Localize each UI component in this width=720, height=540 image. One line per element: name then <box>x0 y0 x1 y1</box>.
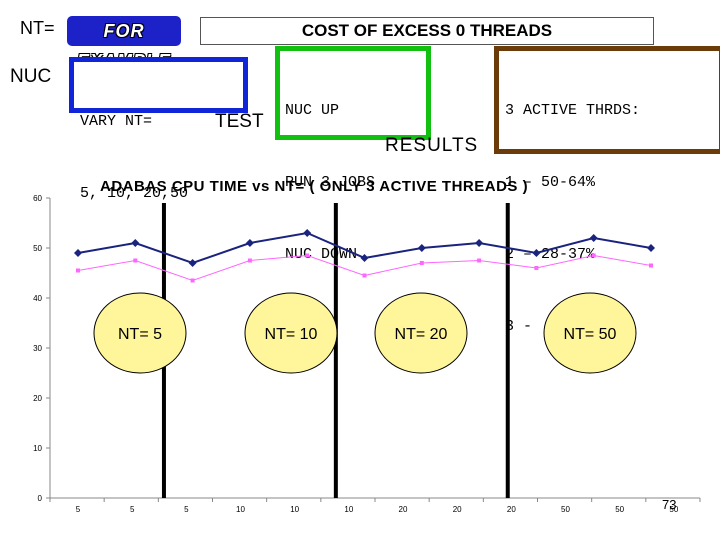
nt-bubble <box>543 292 637 374</box>
chart-title: ADABAS CPU TIME vs NT= ( ONLY 3 ACTIVE T… <box>100 178 529 195</box>
nuc-line: VARY NT= <box>80 113 153 130</box>
x-tick-label: 5 <box>184 505 189 514</box>
series-1-point <box>188 259 197 267</box>
nt-bubble-label: NT= 5 <box>118 326 162 343</box>
series-2-point <box>534 266 539 270</box>
series-1-point <box>360 254 369 262</box>
series-1-point <box>475 239 484 247</box>
results-label: RESULTS <box>385 135 479 156</box>
y-tick-label: 60 <box>33 194 42 203</box>
series-2-point <box>362 273 367 278</box>
test-label: TEST <box>215 111 264 132</box>
series-1-point <box>245 239 254 247</box>
test-line: NUC UP <box>285 102 340 119</box>
x-tick-label: 50 <box>615 505 624 514</box>
nuc-label: NUC <box>10 66 52 87</box>
results-line: 3 ACTIVE THRDS: <box>505 102 641 119</box>
series-2-point <box>133 258 138 263</box>
x-tick-label: 10 <box>236 505 245 514</box>
test-box: NUC UP RUN 3 JOBS NUC DOWN <box>275 46 431 263</box>
x-tick-label: 5 <box>76 505 81 514</box>
y-tick-label: 50 <box>33 244 42 253</box>
x-tick-label: 20 <box>507 505 516 514</box>
x-tick-label: 10 <box>290 505 299 514</box>
series-1-point <box>303 229 312 237</box>
series-1-point <box>532 249 541 257</box>
series-2-point <box>649 263 653 268</box>
x-tick-label: 50 <box>561 505 570 514</box>
x-tick-label: 20 <box>453 505 462 514</box>
nt-bubble <box>244 292 338 374</box>
page-number: 73 <box>662 497 677 512</box>
test-line: RUN 3 JOBS <box>285 174 376 191</box>
x-tick-label: 50 <box>669 505 678 514</box>
series-1-point <box>74 249 82 257</box>
nuc-box: VARY NT= 5, 10, 20,50 <box>69 57 248 202</box>
series-1-point <box>589 234 598 242</box>
series-2-point <box>305 253 310 258</box>
x-tick-label: 10 <box>344 505 353 514</box>
nuc-line: 5, 10, 20,50 <box>80 185 189 202</box>
nt-bubble <box>93 292 187 374</box>
page-title: COST OF EXCESS 0 THREADS <box>200 17 654 45</box>
y-tick-label: 0 <box>38 494 43 503</box>
y-tick-label: 10 <box>33 444 42 453</box>
series-2-point <box>591 253 596 258</box>
y-tick-label: 20 <box>33 394 42 403</box>
x-tick-label: 5 <box>130 505 135 514</box>
x-tick-label: 20 <box>399 505 408 514</box>
nt-bubble-label: NT= 10 <box>265 326 318 343</box>
y-tick-label: 30 <box>33 344 42 353</box>
series-1-point <box>647 244 655 252</box>
series-1-point <box>417 244 426 252</box>
nt-bubble <box>374 292 468 374</box>
series-2-point <box>247 258 252 263</box>
nt-bubble-label: NT= 50 <box>564 326 617 343</box>
results-line: 1 – 50-64% <box>505 174 596 191</box>
series-2-point <box>419 261 424 265</box>
y-tick-label: 40 <box>33 294 42 303</box>
series-1-point <box>131 239 140 247</box>
series-2-point <box>190 278 195 283</box>
series-2-point <box>477 258 482 263</box>
nt-bubble-label: NT= 20 <box>395 326 448 343</box>
series-2-point <box>76 268 80 273</box>
nt-label: NT= <box>20 18 55 38</box>
